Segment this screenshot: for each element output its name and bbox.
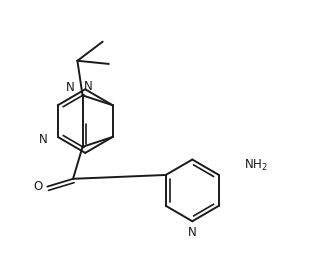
Text: N: N — [84, 80, 93, 93]
Text: N: N — [66, 81, 75, 93]
Text: NH$_2$: NH$_2$ — [244, 158, 268, 173]
Text: O: O — [34, 180, 43, 193]
Text: N: N — [188, 226, 197, 239]
Text: N: N — [39, 133, 48, 146]
